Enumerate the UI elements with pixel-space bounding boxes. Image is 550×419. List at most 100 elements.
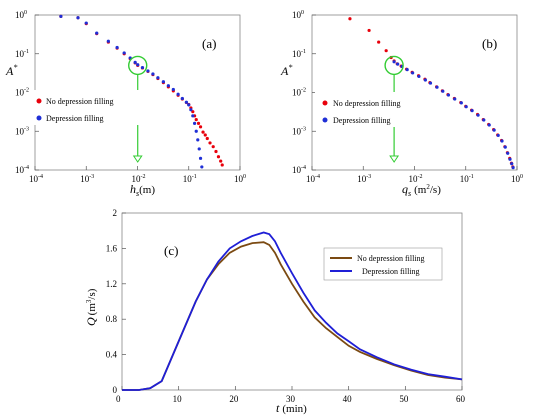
panel-b-series-1-point-12: [459, 101, 463, 105]
panel-c-x-tick-label-0: 0: [116, 394, 121, 404]
panel-a-legend-label-0: No depression filling: [46, 97, 114, 106]
panel-a: 10-4 10-3 10-2 10-1 100 10-410-310-210-1100 …: [5, 10, 246, 198]
panel-a-series-0-point-34: [219, 159, 223, 163]
panel-b-ylabel: A*: [280, 63, 292, 78]
panel-a-series-0-point-26: [198, 125, 203, 129]
panel-b-drop-arrowhead: [389, 155, 400, 163]
panel-a-series-0-point-33: [216, 155, 221, 159]
panel-c-legend: No depression filling Depression filling: [323, 247, 443, 281]
panel-b-series-1-point-6: [423, 78, 427, 82]
panel-b-series-1-point-17: [487, 123, 491, 127]
panel-a-series-1-point-20: [187, 103, 191, 107]
panel-b-series-1-point-19: [496, 133, 500, 138]
panel-c-legend-box: [323, 247, 443, 281]
panel-a-series-0-point-32: [214, 149, 218, 154]
panel-b-legend-box: [315, 92, 427, 127]
panel-c-lines: [122, 231, 463, 391]
panel-c-y-tick-label-5: 2: [113, 208, 118, 218]
panel-b-legend-label-1: Depression filling: [333, 116, 391, 125]
panel-c: 0 10 20 30 40 50 60 0 0.4 0.8 1.2 1.6 2 (c) Q(m3/s)…: [84, 208, 466, 415]
panel-a-drop-arrowhead: [132, 155, 143, 163]
panel-c-x-tick-label-4: 40: [343, 394, 353, 404]
panel-b-series-1-point-3: [405, 67, 409, 72]
panel-a-series-1-point-27: [198, 156, 203, 160]
panel-b-series-1-point-11: [453, 97, 457, 101]
panel-a-y-tick-label-2: 10-2: [15, 88, 29, 98]
panel-b-legend: No depression filling Depression filling: [315, 92, 427, 127]
panel-a-series-1-point-22: [191, 114, 195, 118]
panel-a-series-1-point-1: [76, 16, 80, 20]
panel-b-x-tick-label-3: 10-1: [460, 174, 474, 184]
panel-a-series-1-point-26: [197, 147, 201, 151]
panel-a-series-1-point-16: [171, 87, 175, 92]
panel-a-series-1-point-11: [146, 69, 150, 73]
panel-b-x-tick-label-2: 10-2: [409, 174, 423, 184]
panel-b-series-0-point-1: [367, 28, 371, 33]
panel-a-series-1-point-0: [59, 14, 63, 19]
panel-a-series-1-point-14: [161, 80, 165, 84]
panel-b-legend-marker-0: [322, 100, 328, 106]
panel-b-y-tick-label-2: 10-2: [292, 88, 306, 98]
panel-c-y-tick-label-2: 0.8: [106, 314, 118, 324]
panel-b-series-1-point-0: [392, 60, 396, 64]
panel-a-series-1-point-25: [196, 138, 200, 142]
panel-a-series-1-point-18: [180, 96, 184, 101]
panel-c-legend-label-0: No depression filling: [357, 254, 425, 263]
panel-c-x-tick-label-5: 50: [399, 394, 409, 404]
panel-a-series-1-point-12: [151, 72, 155, 76]
panel-a-series-1-point-9: [136, 63, 140, 67]
panel-a-x-tick-label-2: 10-2: [132, 174, 146, 184]
panel-b-points: [348, 17, 515, 170]
panel-b-y-tick-label-0: 10-4: [292, 165, 306, 175]
panel-a-series-1-point-24: [194, 129, 198, 133]
panel-c-y-tick-label-4: 1.6: [106, 243, 118, 253]
panel-a-series-1-point-15: [166, 84, 170, 88]
panel-a-ylabel: A*: [5, 63, 17, 78]
panel-b-series-1-point-20: [500, 139, 504, 143]
panel-a-series-1-point-28: [200, 165, 204, 169]
panel-a-y-tick-label-3: 10-1: [15, 49, 29, 59]
panel-c-y-tick-label-1: 0.4: [106, 350, 118, 360]
panel-b-series-1-point-21: [503, 145, 507, 149]
panel-a-x-tick-label-0: 10-4: [29, 174, 43, 184]
panel-a-series-1-point-8: [133, 60, 137, 64]
panel-c-x-tick-label-3: 30: [286, 394, 296, 404]
panel-a-series-0-point-24: [194, 117, 198, 122]
panel-b-legend-marker-1: [322, 117, 328, 123]
panel-b-series-1-point-4: [411, 71, 415, 75]
panel-b-series-1-point-14: [470, 109, 474, 113]
panel-b-series-1-point-1: [396, 62, 400, 66]
panel-b-series-1-point-16: [482, 118, 486, 122]
panel-c-frame: [121, 212, 463, 391]
panel-b-y-tick-label-3: 10-1: [292, 49, 306, 59]
panel-c-x-tick-label-1: 10: [173, 394, 183, 404]
panel-b-xlabel: qs (m2/s): [402, 182, 441, 198]
panel-b-x-tick-label-1: 10-3: [357, 174, 371, 184]
panel-a-series-1-point-3: [95, 31, 99, 35]
panel-a-series-1-point-13: [156, 76, 160, 80]
panel-a-x-tick-label-3: 10-1: [183, 174, 197, 184]
panel-a-legend: No depression filling Depression filling: [30, 90, 142, 125]
panel-c-tag: (c): [164, 243, 178, 258]
panel-a-xlabel: hs(m): [130, 182, 155, 198]
panel-a-x-ticks: 10-4 10-3 10-2 10-1 100: [29, 166, 246, 184]
panel-b-series-1-point-22: [506, 151, 510, 155]
panel-b-series-1-point-9: [441, 89, 445, 93]
panel-a-x-tick-label-1: 10-3: [80, 174, 94, 184]
panel-b-series-1-point-7: [428, 81, 433, 85]
panel-b-series-0-point-2: [377, 40, 381, 44]
panel-b: 10-4 10-3 10-2 10-1 100 10-410-310-210-1100 …: [280, 10, 523, 198]
panel-c-x-tick-label-6: 60: [456, 394, 466, 404]
panel-b-series-0-point-3: [384, 49, 388, 53]
panel-a-y-tick-label-1: 10-3: [15, 126, 29, 136]
panel-a-y-tick-label-0: 10-4: [15, 165, 29, 175]
panel-c-x-ticks: 0 10 20 30 40 50 60: [116, 386, 466, 404]
panel-b-x-tick-label-0: 10-4: [306, 174, 320, 184]
panel-c-y-tick-label-3: 1.2: [106, 279, 117, 289]
panel-b-series-1-point-24: [510, 162, 514, 166]
panel-a-legend-label-1: Depression filling: [46, 114, 104, 123]
panel-c-y-tick-label-0: 0: [113, 385, 118, 395]
panel-c-ylabel: Q(m3/s): [84, 288, 98, 326]
panel-b-series-1-point-5: [417, 74, 421, 79]
panel-a-series-0-point-27: [201, 130, 205, 134]
